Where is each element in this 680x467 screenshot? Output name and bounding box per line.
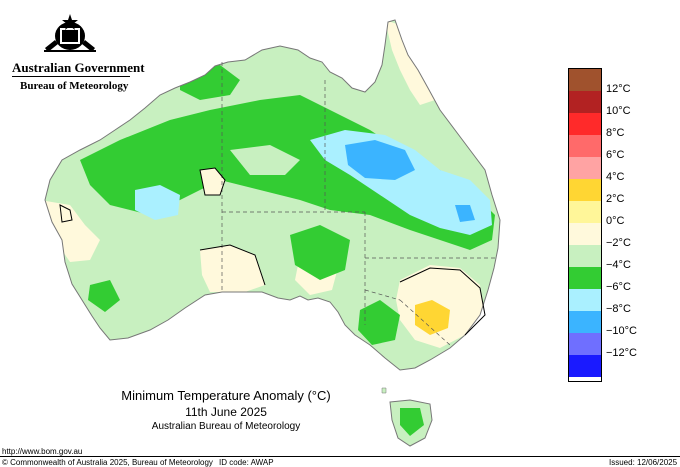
- legend-swatch: [569, 91, 601, 113]
- agency-name: Bureau of Meteorology: [20, 80, 129, 92]
- map-title-block: Minimum Temperature Anomaly (°C) 11th Ju…: [118, 388, 334, 432]
- legend-swatch: [569, 311, 601, 333]
- colour-legend: [568, 68, 602, 382]
- id-code: ID code: AWAP: [219, 458, 274, 467]
- map-title: Minimum Temperature Anomaly (°C): [121, 388, 331, 403]
- legend-swatch: [569, 355, 601, 377]
- footer-divider: [0, 456, 680, 457]
- legend-swatch: [569, 179, 601, 201]
- copyright-text: © Commonwealth of Australia 2025, Bureau…: [2, 458, 213, 467]
- legend-label: 0°C: [606, 215, 625, 227]
- legend-label: −2°C: [606, 237, 631, 249]
- legend-label: −8°C: [606, 303, 631, 315]
- legend-swatch: [569, 69, 601, 91]
- legend-label: 2°C: [606, 193, 625, 205]
- legend-label: −6°C: [606, 281, 631, 293]
- legend-swatch: [569, 289, 601, 311]
- legend-label: −12°C: [606, 347, 638, 359]
- legend-label: 12°C: [606, 83, 631, 95]
- legend-swatch: [569, 333, 601, 355]
- legend-label: −4°C: [606, 259, 631, 271]
- legend-label: 6°C: [606, 149, 625, 161]
- legend-swatch: [569, 267, 601, 289]
- legend-label: 4°C: [606, 171, 625, 183]
- legend-label: 8°C: [606, 127, 625, 139]
- government-name: Australian Government: [12, 60, 145, 75]
- map-source: Australian Bureau of Meteorology: [151, 421, 301, 432]
- issued-date: Issued: 12/06/2025: [609, 458, 678, 467]
- legend-swatch: [569, 113, 601, 135]
- tasmania: [381, 387, 433, 447]
- legend-swatch: [569, 245, 601, 267]
- legend-swatch: [569, 223, 601, 245]
- government-crest-icon: [44, 14, 96, 52]
- legend-label: −10°C: [606, 325, 638, 337]
- legend-swatch: [569, 157, 601, 179]
- legend-swatch: [569, 201, 601, 223]
- legend-label: 10°C: [606, 105, 631, 117]
- zero-contours: [59, 167, 486, 336]
- logo-divider: [12, 76, 130, 77]
- website-link[interactable]: http://www.bom.gov.au: [2, 447, 83, 456]
- legend-swatch: [569, 135, 601, 157]
- map-date: 11th June 2025: [185, 405, 267, 419]
